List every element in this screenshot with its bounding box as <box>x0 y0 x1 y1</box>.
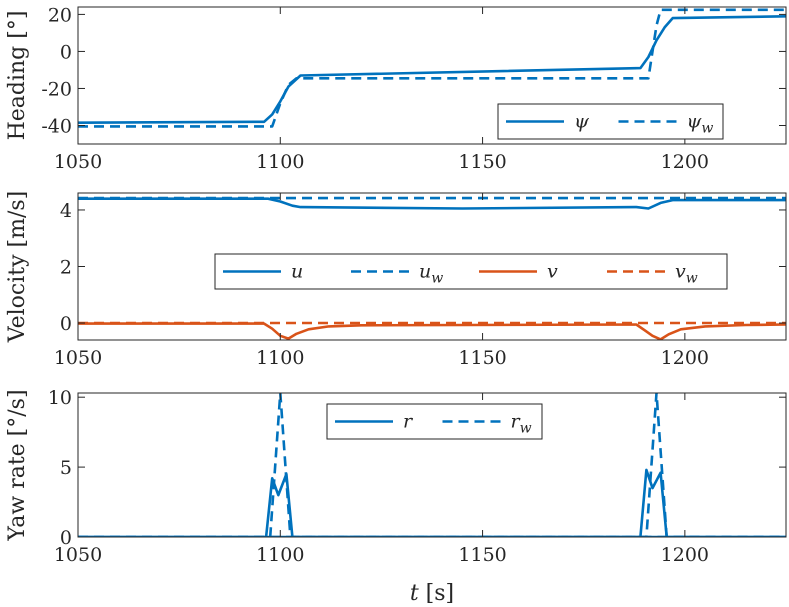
axes-box <box>77 6 787 145</box>
x-tick-label: 1150 <box>458 347 506 369</box>
x-tick-label: 1100 <box>256 544 304 566</box>
legend-label: ψw <box>687 111 714 137</box>
legend-label: uw <box>419 261 443 287</box>
legend: u uw v vw <box>214 253 728 290</box>
legend-label: rw <box>511 411 532 437</box>
heading-panel: 1050 1100 1150 1200 -40 -20 0 20 Heading [°] ψ ψw <box>5 4 787 173</box>
legend-label: vw <box>675 261 698 287</box>
x-axis-label: t [s] <box>410 581 454 606</box>
legend-label: u <box>291 261 303 283</box>
x-tick-label: 1200 <box>661 347 709 369</box>
series-line-ψ-w <box>78 8 786 128</box>
y-tick-label: 0 <box>60 41 72 63</box>
y-tick-label: 5 <box>60 457 72 479</box>
legend-label: ψ <box>574 111 590 133</box>
legend: ψ ψw <box>497 103 724 140</box>
y-tick-label: -20 <box>41 78 72 100</box>
legend-label: r <box>403 411 414 433</box>
x-tick-label: 1100 <box>256 151 304 173</box>
x-tick-label: 1200 <box>661 151 709 173</box>
series-group <box>78 8 786 128</box>
x-tick-label: 1050 <box>54 347 102 369</box>
velocity-panel: 1050 1100 1150 1200 0 2 4 Velocity [m/s] u uw v vw <box>5 191 787 369</box>
y-tick-label: 2 <box>60 257 72 279</box>
series-line-u <box>78 197 786 210</box>
y-tick-label: 0 <box>60 313 72 335</box>
series-line-r <box>78 468 786 537</box>
y-axis-label: Velocity [m/s] <box>5 191 30 344</box>
y-tick-label: 10 <box>48 387 72 409</box>
series-line-ψ <box>78 15 786 124</box>
x-tick-label: 1200 <box>661 544 709 566</box>
x-tick-label: 1050 <box>54 544 102 566</box>
yaw-rate-panel: 1050 1100 1150 1200 0 5 10 Yaw rate [°/s] t [s] r… <box>5 387 787 606</box>
x-tick-label: 1150 <box>458 544 506 566</box>
y-tick-label: -40 <box>41 115 72 137</box>
series-group <box>78 393 786 537</box>
y-axis-label: Yaw rate [°/s] <box>5 389 30 541</box>
legend: r rw <box>326 403 543 440</box>
x-tick-label: 1050 <box>54 151 102 173</box>
y-axis-label: Heading [°] <box>5 11 30 141</box>
series-line-r <box>78 472 786 537</box>
x-tick-label: 1100 <box>256 347 304 369</box>
legend-label: v <box>547 261 558 283</box>
series-line-v <box>78 322 786 340</box>
axes-box <box>77 392 787 538</box>
y-tick-label: 4 <box>60 200 72 222</box>
x-tick-label: 1150 <box>458 151 506 173</box>
y-tick-label: 20 <box>48 4 72 26</box>
y-tick-label: 0 <box>60 527 72 549</box>
series-group <box>78 196 786 340</box>
